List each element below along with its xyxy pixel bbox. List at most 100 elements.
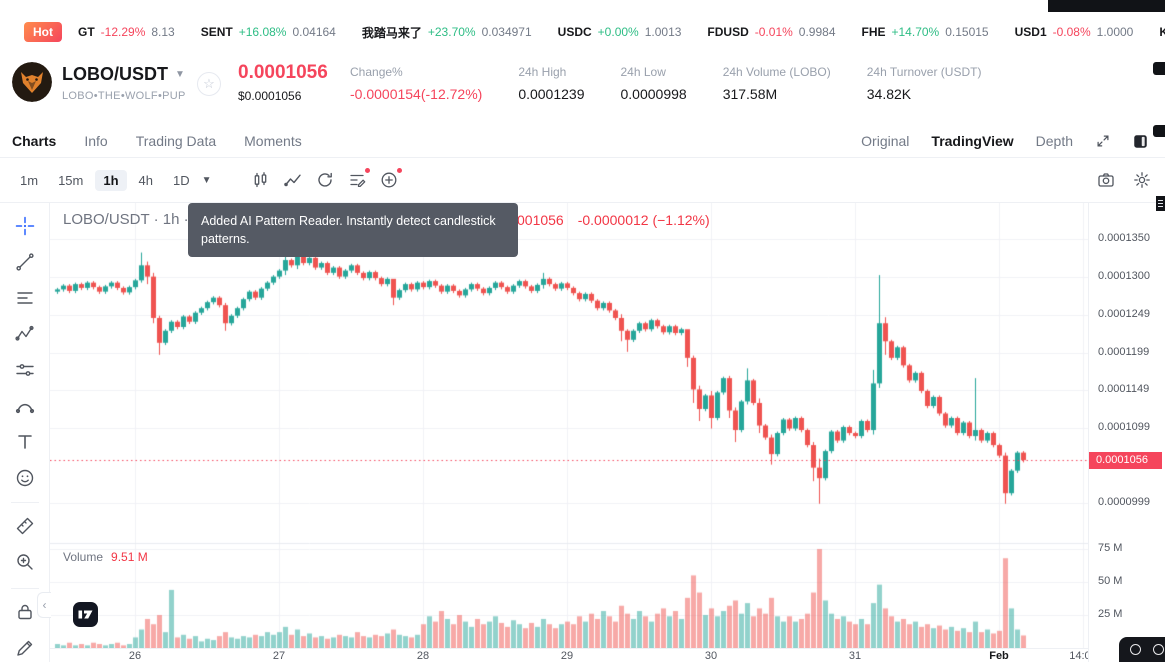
chart-mode-tradingview[interactable]: TradingView bbox=[931, 133, 1014, 149]
header-stats: Change% -0.0000154(-12.72%) 24h High 0.0001… bbox=[350, 65, 981, 102]
lock-icon[interactable] bbox=[14, 601, 36, 623]
ticker-item-usd1[interactable]: USD1 -0.08% 1.0000 bbox=[1015, 24, 1134, 41]
ticker-price: 1.0013 bbox=[644, 25, 682, 39]
last-price-badge: 0.0001056 bbox=[1089, 452, 1162, 470]
edge-menu-icon bbox=[1156, 196, 1165, 211]
circle-icon bbox=[1153, 644, 1164, 655]
tab-charts[interactable]: Charts bbox=[12, 133, 57, 149]
hot-chip[interactable]: Hot bbox=[24, 22, 62, 42]
interval-1h[interactable]: 1h bbox=[95, 169, 127, 191]
stat-value: 0.0001239 bbox=[518, 86, 585, 102]
stat-value: 0.0000998 bbox=[620, 86, 687, 102]
interval-dropdown-icon[interactable]: ▼ bbox=[201, 174, 212, 186]
pencil-icon[interactable] bbox=[14, 637, 36, 659]
interval-15m[interactable]: 15m bbox=[58, 172, 84, 188]
tab-row: Charts Info Trading Data Moments Original Tr… bbox=[0, 125, 1165, 158]
trend-line-icon[interactable] bbox=[14, 251, 36, 273]
ticker-change: -0.08% bbox=[1052, 25, 1091, 39]
ticker-price: 0.034971 bbox=[481, 25, 532, 39]
last-price-usd: $0.0001056 bbox=[238, 89, 302, 103]
price-axis-label: 0.0001300 bbox=[1098, 269, 1150, 282]
chart-area: LOBO/USDT · 1h · 001056 -0.0000012 (−1.1… bbox=[50, 203, 1165, 662]
fib-retracement-icon[interactable] bbox=[14, 287, 36, 309]
zoom-icon[interactable] bbox=[14, 551, 36, 573]
favorite-button[interactable]: ☆ bbox=[197, 72, 221, 96]
ticker-symbol: SENT bbox=[200, 25, 233, 39]
time-axis-label: 30 bbox=[704, 650, 718, 662]
price-axis-label: 0.0001249 bbox=[1098, 307, 1150, 320]
ticker-item-usdc[interactable]: USDC +0.00% 1.0013 bbox=[558, 24, 682, 41]
time-axis-label: Feb bbox=[989, 650, 1009, 662]
candle-style-icon[interactable] bbox=[252, 171, 270, 189]
header-stat-24h-volume-lobo-: 24h Volume (LOBO) 317.58M bbox=[723, 65, 831, 102]
ai-pattern-icon[interactable] bbox=[348, 168, 370, 189]
camera-icon[interactable] bbox=[1097, 171, 1115, 189]
floating-widget-button[interactable] bbox=[1119, 637, 1165, 662]
time-axis-label: 28 bbox=[416, 650, 430, 662]
chart-modes: Original TradingView Depth bbox=[861, 133, 1073, 149]
interval-1d[interactable]: 1D bbox=[173, 172, 190, 188]
browser-dark-strip bbox=[1048, 0, 1165, 12]
candlestick-chart[interactable] bbox=[50, 203, 1088, 648]
chart-mode-depth[interactable]: Depth bbox=[1035, 133, 1073, 149]
layout-panel-icon[interactable] bbox=[1133, 134, 1148, 149]
tab-trading-data[interactable]: Trading Data bbox=[135, 133, 217, 149]
stat-label: Change% bbox=[350, 65, 403, 79]
price-block: 0.0001056 $0.0001056 bbox=[238, 62, 328, 103]
pair-selector[interactable]: LOBO/USDT ▼ LOBO•THE•WOLF•PUP bbox=[62, 64, 186, 102]
drawing-toolbar: ‹ bbox=[0, 203, 51, 662]
interval-4h[interactable]: 4h bbox=[138, 172, 153, 188]
ticker-price: 0.04164 bbox=[292, 25, 336, 39]
settings-gear-icon[interactable] bbox=[1133, 171, 1151, 189]
circle-icon bbox=[1130, 644, 1141, 655]
star-icon: ☆ bbox=[203, 76, 215, 91]
ticker-item-sent[interactable]: SENT +16.08% 0.04164 bbox=[201, 24, 336, 41]
interval-1m[interactable]: 1m bbox=[20, 172, 39, 188]
curve-tool-icon[interactable] bbox=[14, 395, 36, 417]
ticker-item-fhe[interactable]: FHE +14.70% 0.15015 bbox=[862, 24, 989, 41]
refresh-icon[interactable] bbox=[316, 171, 334, 189]
price-axis[interactable]: 0.0001056 0.0001350 0.0001300 0.0001249 0.0… bbox=[1088, 203, 1165, 662]
wolf-logo bbox=[12, 62, 52, 102]
header-stat-24h-turnover-usdt-: 24h Turnover (USDT) 34.82K bbox=[867, 65, 982, 102]
ticker-change: -12.29% bbox=[100, 25, 146, 39]
time-axis[interactable]: 26 27 28 29 30 31 Feb 14:00 bbox=[50, 648, 1088, 662]
fullscreen-icon[interactable] bbox=[1095, 133, 1111, 149]
indicators-icon[interactable] bbox=[283, 171, 302, 189]
long-position-icon[interactable] bbox=[14, 359, 36, 381]
ticker-item-gt[interactable]: GT -12.29% 8.13 bbox=[78, 24, 175, 41]
chart-mode-original[interactable]: Original bbox=[861, 133, 910, 149]
tab-info[interactable]: Info bbox=[84, 133, 108, 149]
ticker-item--[interactable]: 我踏马来了 +23.70% 0.034971 bbox=[362, 24, 532, 41]
ai-pattern-tooltip: Added AI Pattern Reader. Instantly detec… bbox=[188, 203, 518, 257]
price-axis-label: 0.0001149 bbox=[1098, 383, 1150, 396]
tab-moments[interactable]: Moments bbox=[244, 133, 302, 149]
ticker-price: 0.9984 bbox=[798, 25, 836, 39]
time-axis-label: 27 bbox=[272, 650, 286, 662]
pattern-tool-icon[interactable] bbox=[14, 323, 36, 345]
emoji-tool-icon[interactable] bbox=[14, 467, 36, 489]
ruler-icon[interactable] bbox=[14, 515, 36, 537]
time-axis-label: 14:00 bbox=[1069, 650, 1088, 662]
toolbar-right bbox=[1097, 171, 1151, 189]
text-tool-icon[interactable] bbox=[14, 431, 36, 453]
notification-dot bbox=[364, 168, 370, 173]
add-indicator-icon[interactable] bbox=[380, 168, 402, 189]
chart-legend-title: LOBO/USDT · 1h · bbox=[63, 211, 189, 228]
collapse-drawing-bar[interactable]: ‹ bbox=[37, 592, 51, 618]
tradingview-watermark[interactable] bbox=[73, 602, 98, 627]
legend-change: -0.0000012 (−1.12%) bbox=[577, 212, 710, 228]
crosshair-icon[interactable] bbox=[14, 215, 36, 237]
last-price: 0.0001056 bbox=[238, 62, 328, 83]
ticker-change: +16.08% bbox=[238, 25, 287, 39]
notification-dot bbox=[396, 168, 402, 173]
ticker-change: +14.70% bbox=[891, 25, 940, 39]
ticker-item-kite[interactable]: KITE+3.23%0.13878 bbox=[1159, 24, 1165, 41]
chart-toolbar: 1m 15m 1h 4h 1D ▼ bbox=[0, 158, 1165, 203]
header-stat-change-: Change% -0.0000154(-12.72%) bbox=[350, 65, 482, 102]
ticker-item-fdusd[interactable]: FDUSD -0.01% 0.9984 bbox=[707, 24, 835, 41]
time-axis-label: 26 bbox=[128, 650, 142, 662]
legend-price: 001056 bbox=[517, 212, 564, 228]
ticker-bar: Hot GT -12.29% 8.13 SENT +16.08% 0.04164 我踏马来了… bbox=[0, 12, 1165, 52]
volume-axis-label: 50 M bbox=[1098, 575, 1123, 587]
